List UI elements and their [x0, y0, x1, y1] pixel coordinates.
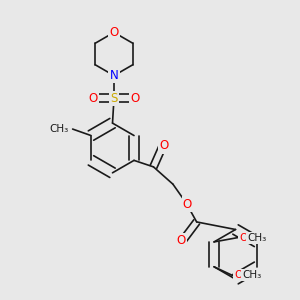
Text: O: O — [183, 197, 192, 211]
Text: CH₃: CH₃ — [248, 232, 267, 243]
Text: S: S — [110, 92, 118, 105]
Text: O: O — [110, 26, 118, 39]
Text: O: O — [234, 270, 242, 280]
Text: N: N — [110, 69, 118, 82]
Text: O: O — [130, 92, 140, 105]
Text: CH₃: CH₃ — [242, 270, 261, 280]
Text: O: O — [239, 232, 247, 243]
Text: O: O — [88, 92, 98, 105]
Text: CH₃: CH₃ — [50, 124, 69, 134]
Text: O: O — [177, 234, 186, 247]
Text: O: O — [159, 140, 168, 152]
